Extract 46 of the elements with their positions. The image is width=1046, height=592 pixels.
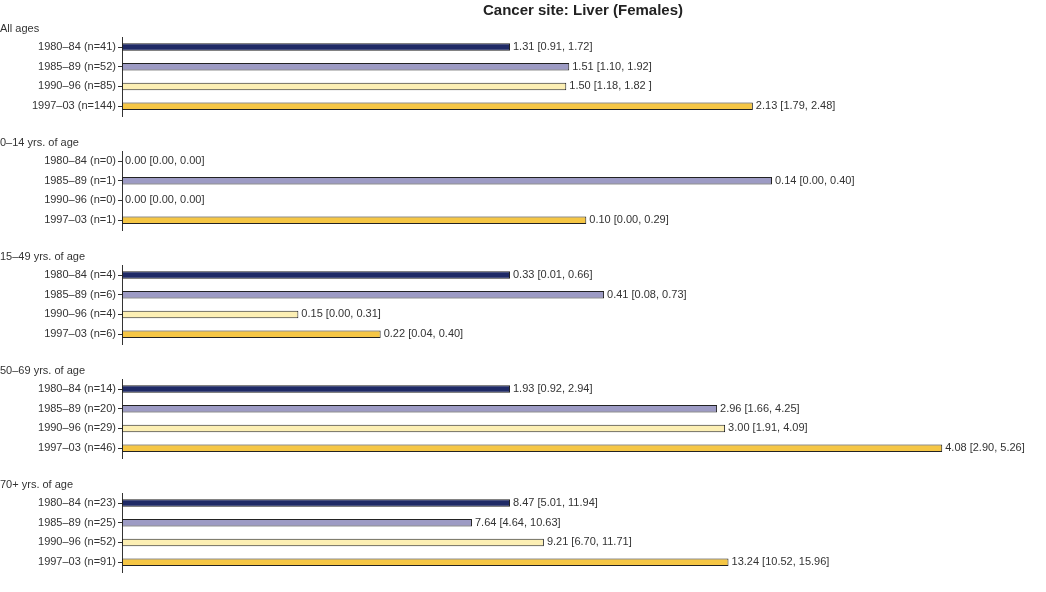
y-tick-label: 1990–96 (n=52) bbox=[38, 535, 116, 548]
data-label: 0.00 [0.00, 0.00] bbox=[125, 154, 205, 167]
chart-subtitle: 0–14 yrs. of age bbox=[0, 135, 79, 148]
y-tick-label: 1997–03 (n=6) bbox=[44, 327, 116, 340]
data-label: 3.00 [1.91, 4.09] bbox=[728, 421, 808, 434]
data-label: 13.24 [10.52, 15.96] bbox=[731, 555, 830, 568]
y-tick-label: 1980–84 (n=0) bbox=[44, 154, 116, 167]
data-label: 0.15 [0.00, 0.31] bbox=[301, 307, 381, 320]
data-label: 0.41 [0.08, 0.73] bbox=[607, 287, 687, 300]
y-tick-label: 1997–03 (n=1) bbox=[44, 213, 116, 226]
data-label: 0.10 [0.00, 0.29] bbox=[589, 213, 669, 226]
y-tick-label: 1990–96 (n=0) bbox=[44, 193, 116, 206]
y-tick-label: 1997–03 (n=144) bbox=[31, 99, 116, 112]
data-label: 0.14 [0.00, 0.40] bbox=[775, 173, 855, 186]
y-tick-label: 1980–84 (n=41) bbox=[38, 40, 116, 53]
data-label: 1.50 [1.18, 1.82 ] bbox=[569, 79, 652, 92]
data-label: 4.08 [2.90, 5.26] bbox=[945, 441, 1025, 454]
y-tick-label: 1985–89 (n=20) bbox=[38, 401, 116, 414]
data-label: 2.13 [1.79, 2.48] bbox=[755, 99, 836, 112]
y-tick-label: 1997–03 (n=46) bbox=[38, 441, 116, 454]
data-label: 1.51 [1.10, 1.92] bbox=[572, 59, 652, 72]
y-tick-label: 1990–96 (n=29) bbox=[38, 421, 116, 434]
data-label: 1.93 [0.92, 2.94] bbox=[513, 382, 593, 395]
y-tick-label: 1990–96 (n=85) bbox=[38, 79, 116, 92]
y-tick-label: 1985–89 (n=6) bbox=[44, 287, 116, 300]
data-label: 0.22 [0.04, 0.40] bbox=[383, 327, 464, 340]
data-label: 7.64 [4.64, 10.63] bbox=[474, 515, 561, 528]
chart-subtitle: 70+ yrs. of age bbox=[0, 477, 74, 490]
y-tick-label: 1985–89 (n=52) bbox=[38, 59, 116, 72]
data-label: 1.31 [0.91, 1.72] bbox=[513, 40, 593, 53]
y-tick-label: 1980–84 (n=4) bbox=[44, 268, 116, 281]
y-tick-label: 1990–96 (n=4) bbox=[44, 307, 116, 320]
data-label: 2.96 [1.66, 4.25] bbox=[720, 401, 800, 414]
data-label: 8.47 [5.01, 11.94] bbox=[513, 496, 598, 509]
y-tick-label: 1980–84 (n=23) bbox=[38, 496, 116, 509]
data-label: 0.33 [0.01, 0.66] bbox=[513, 268, 593, 281]
chart-title: Cancer site: Liver (Females) bbox=[481, 0, 685, 20]
y-tick-label: 1997–03 (n=91) bbox=[38, 555, 116, 568]
chart-subtitle: 15–49 yrs. of age bbox=[0, 249, 86, 262]
y-tick-label: 1980–84 (n=14) bbox=[38, 382, 116, 395]
data-label: 9.21 [6.70, 11.71] bbox=[546, 535, 632, 548]
data-label: 0.00 [0.00, 0.00] bbox=[125, 193, 205, 206]
y-tick-label: 1985–89 (n=1) bbox=[44, 173, 116, 186]
y-tick-label: 1985–89 (n=25) bbox=[38, 515, 116, 528]
chart-subtitle: 50–69 yrs. of age bbox=[0, 363, 86, 376]
text: All ages bbox=[0, 21, 40, 34]
